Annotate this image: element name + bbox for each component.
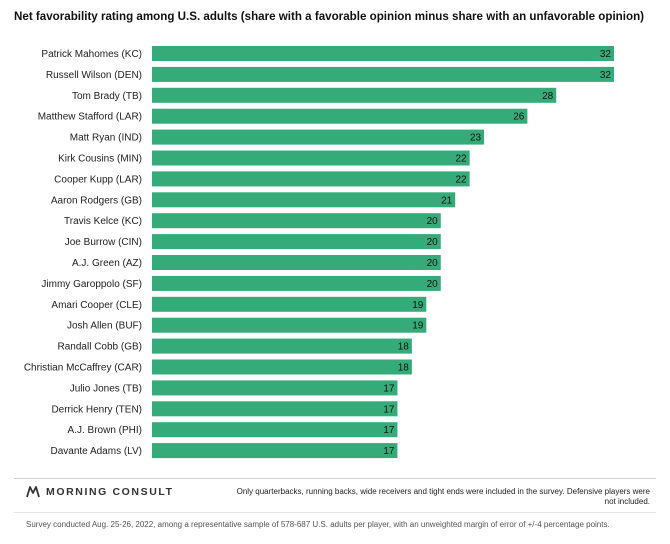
bar xyxy=(152,317,427,333)
value-label: 23 xyxy=(470,133,482,144)
category-label: Davante Adams (LV) xyxy=(50,446,142,457)
bar xyxy=(152,338,412,354)
source-divider xyxy=(14,512,656,513)
value-label: 22 xyxy=(456,154,468,165)
bar xyxy=(152,66,614,82)
value-label: 20 xyxy=(427,216,439,227)
bar xyxy=(152,359,412,375)
value-label: 20 xyxy=(427,258,439,269)
bar xyxy=(152,275,441,291)
category-label: Matthew Stafford (LAR) xyxy=(38,112,142,123)
bar xyxy=(152,255,441,270)
value-label: 21 xyxy=(441,195,453,206)
bar xyxy=(152,150,470,166)
chart-title: Net favorability rating among U.S. adult… xyxy=(14,10,645,23)
brand-name: MORNING CONSULT xyxy=(46,486,174,498)
value-label: 28 xyxy=(542,91,554,102)
category-label: Matt Ryan (IND) xyxy=(70,133,142,144)
source-note: Survey conducted Aug. 25-26, 2022, among… xyxy=(26,520,610,529)
bar xyxy=(152,108,528,124)
bar xyxy=(152,401,398,417)
value-label: 18 xyxy=(398,342,410,353)
value-label: 19 xyxy=(412,300,424,311)
bar xyxy=(152,46,614,61)
bar xyxy=(152,171,470,187)
value-label: 22 xyxy=(456,174,468,185)
category-label: Aaron Rodgers (GB) xyxy=(51,195,142,206)
bar xyxy=(152,192,456,208)
value-label: 32 xyxy=(600,70,612,81)
category-label: Joe Burrow (CIN) xyxy=(65,237,142,248)
value-label: 17 xyxy=(383,446,395,457)
category-label: Tom Brady (TB) xyxy=(72,91,142,102)
brand: MORNING CONSULT xyxy=(26,486,174,498)
footer-divider xyxy=(14,478,656,479)
value-label: 20 xyxy=(427,237,439,248)
category-label: Christian McCaffrey (CAR) xyxy=(24,363,142,374)
bar xyxy=(152,422,398,438)
category-label: Russell Wilson (DEN) xyxy=(46,70,142,81)
category-label: Josh Allen (BUF) xyxy=(67,321,142,332)
value-label: 32 xyxy=(600,49,612,60)
value-label: 17 xyxy=(383,425,395,436)
category-label: Amari Cooper (CLE) xyxy=(51,300,142,311)
footnote: Only quarterbacks, running backs, wide r… xyxy=(236,487,650,506)
bars-group: Patrick Mahomes (KC) 32 Russell Wilson (DE… xyxy=(24,46,614,459)
bar xyxy=(152,443,398,459)
bar-chart: Patrick Mahomes (KC) 32 Russell Wilson (DE… xyxy=(24,46,614,459)
bar xyxy=(152,380,398,396)
category-label: Kirk Cousins (MIN) xyxy=(58,154,142,165)
category-label: Patrick Mahomes (KC) xyxy=(41,49,142,60)
morning-consult-logo-icon xyxy=(26,486,40,498)
bar xyxy=(152,213,441,229)
value-label: 26 xyxy=(513,112,525,123)
value-label: 19 xyxy=(412,321,424,332)
category-label: Cooper Kupp (LAR) xyxy=(54,174,142,185)
category-label: A.J. Brown (PHI) xyxy=(68,425,142,436)
value-label: 17 xyxy=(383,383,395,394)
value-label: 17 xyxy=(383,404,395,415)
value-label: 18 xyxy=(398,363,410,374)
bar xyxy=(152,296,427,312)
value-label: 20 xyxy=(427,279,439,290)
category-label: Derrick Henry (TEN) xyxy=(51,404,142,415)
category-label: Jimmy Garoppolo (SF) xyxy=(41,279,142,290)
category-label: Travis Kelce (KC) xyxy=(64,216,142,227)
category-label: A.J. Green (AZ) xyxy=(72,258,142,269)
category-label: Randall Cobb (GB) xyxy=(58,342,142,353)
bar xyxy=(152,129,485,145)
category-label: Julio Jones (TB) xyxy=(70,383,142,394)
bar xyxy=(152,234,441,250)
bar xyxy=(152,87,557,103)
